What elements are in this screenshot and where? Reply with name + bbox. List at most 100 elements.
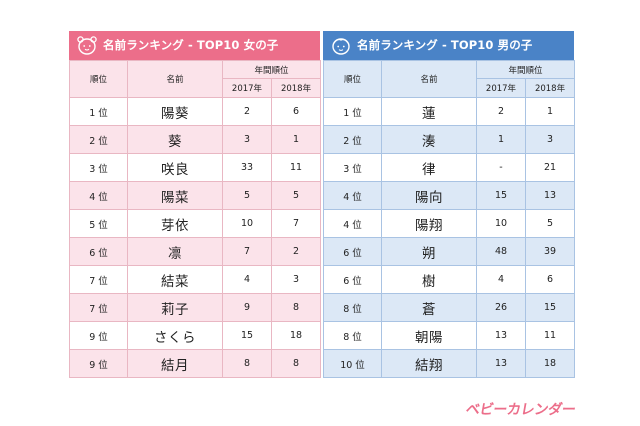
rank-cell: 7 位 (69, 293, 128, 322)
table-row: 4 位陽翔 10 5 (323, 209, 576, 238)
rank-2017-cell: - (476, 153, 526, 182)
rank-2017-cell: 2 (222, 97, 272, 126)
name-cell: さくら (127, 321, 223, 350)
name-cell: 葵 (127, 125, 223, 154)
rank-2018-cell: 5 (270, 181, 322, 210)
rank-2018-cell: 8 (270, 293, 322, 322)
boys-panel-title: 名前ランキング - TOP10 男の子 (323, 31, 574, 60)
rank-cell: 9 位 (69, 321, 128, 350)
table-row: 9 位さくら 15 18 (69, 321, 322, 350)
year-2018-header: 2018年 (524, 78, 576, 98)
name-cell: 凛 (127, 237, 223, 266)
name-cell: 朔 (381, 237, 477, 266)
rank-cell: 4 位 (323, 181, 382, 210)
rank-column-header: 順位 (69, 60, 128, 98)
rank-cell: 5 位 (69, 209, 128, 238)
table-row: 9 位結月 8 8 (69, 349, 322, 378)
girls-ranking-panel: 名前ランキング - TOP10 女の子 順位 名前 年間順位 2017年 201… (69, 31, 322, 378)
rank-cell: 4 位 (323, 209, 382, 238)
rank-cell: 9 位 (69, 349, 128, 378)
table-row: 8 位朝陽 13 11 (323, 321, 576, 350)
table-row: 10 位結翔 13 18 (323, 349, 576, 378)
girls-title-text: 名前ランキング - TOP10 女の子 (103, 38, 279, 52)
year-2018-header: 2018年 (270, 78, 322, 98)
name-cell: 陽翔 (381, 209, 477, 238)
rank-cell: 8 位 (323, 293, 382, 322)
rank-2018-cell: 39 (524, 237, 576, 266)
rank-2017-cell: 15 (222, 321, 272, 350)
girls-panel-title: 名前ランキング - TOP10 女の子 (69, 31, 320, 60)
name-cell: 結菜 (127, 265, 223, 294)
year-2017-header: 2017年 (222, 78, 272, 98)
rank-2018-cell: 11 (524, 321, 576, 350)
name-cell: 陽菜 (127, 181, 223, 210)
rank-cell: 4 位 (69, 181, 128, 210)
table-row: 4 位陽向 15 13 (323, 181, 576, 210)
rank-2018-cell: 11 (270, 153, 322, 182)
rank-2017-cell: 8 (222, 349, 272, 378)
name-column-header: 名前 (127, 60, 223, 98)
rank-2017-cell: 9 (222, 293, 272, 322)
name-cell: 蒼 (381, 293, 477, 322)
name-cell: 陽葵 (127, 97, 223, 126)
rank-cell: 1 位 (323, 97, 382, 126)
rank-2018-cell: 8 (270, 349, 322, 378)
rank-cell: 2 位 (323, 125, 382, 154)
rank-2018-cell: 2 (270, 237, 322, 266)
name-cell: 咲良 (127, 153, 223, 182)
table-row: 8 位蒼 26 15 (323, 293, 576, 322)
rank-2017-cell: 4 (222, 265, 272, 294)
rank-2018-cell: 15 (524, 293, 576, 322)
name-cell: 樹 (381, 265, 477, 294)
rank-2017-cell: 48 (476, 237, 526, 266)
boys-ranking-panel: 名前ランキング - TOP10 男の子 順位 名前 年間順位 2017年 201… (323, 31, 576, 378)
rank-2017-cell: 1 (476, 125, 526, 154)
rank-2018-cell: 18 (524, 349, 576, 378)
rank-cell: 3 位 (323, 153, 382, 182)
boy-face-icon (332, 38, 350, 55)
name-column-header: 名前 (381, 60, 477, 98)
baby-calendar-logo: ベビーカレンダー (464, 402, 577, 418)
rank-2018-cell: 3 (270, 265, 322, 294)
rank-cell: 6 位 (323, 237, 382, 266)
rank-2018-cell: 6 (270, 97, 322, 126)
table-row: 3 位咲良 33 11 (69, 153, 322, 182)
rank-2017-cell: 3 (222, 125, 272, 154)
rank-2017-cell: 15 (476, 181, 526, 210)
rank-cell: 8 位 (323, 321, 382, 350)
rank-cell: 6 位 (69, 237, 128, 266)
rank-2017-cell: 10 (476, 209, 526, 238)
rank-2018-cell: 1 (524, 97, 576, 126)
rank-2017-cell: 13 (476, 321, 526, 350)
name-cell: 結翔 (381, 349, 477, 378)
table-row: 7 位莉子 9 8 (69, 293, 322, 322)
rank-cell: 3 位 (69, 153, 128, 182)
yearly-rank-header: 年間順位 (475, 60, 576, 79)
rank-2018-cell: 3 (524, 125, 576, 154)
rank-2017-cell: 33 (222, 153, 272, 182)
rank-cell: 2 位 (69, 125, 128, 154)
rank-2018-cell: 5 (524, 209, 576, 238)
year-2017-header: 2017年 (476, 78, 526, 98)
rank-2017-cell: 2 (476, 97, 526, 126)
rank-2018-cell: 18 (270, 321, 322, 350)
name-cell: 陽向 (381, 181, 477, 210)
name-cell: 結月 (127, 349, 223, 378)
name-cell: 芽依 (127, 209, 223, 238)
rank-2017-cell: 7 (222, 237, 272, 266)
rank-cell: 10 位 (323, 349, 382, 378)
rank-column-header: 順位 (323, 60, 382, 98)
rank-2018-cell: 1 (270, 125, 322, 154)
rank-cell: 7 位 (69, 265, 128, 294)
name-cell: 朝陽 (381, 321, 477, 350)
girl-face-icon (77, 36, 97, 55)
table-row: 5 位芽依 10 7 (69, 209, 322, 238)
rank-2018-cell: 13 (524, 181, 576, 210)
table-row: 3 位律 -21 (323, 153, 576, 182)
rank-2017-cell: 26 (476, 293, 526, 322)
